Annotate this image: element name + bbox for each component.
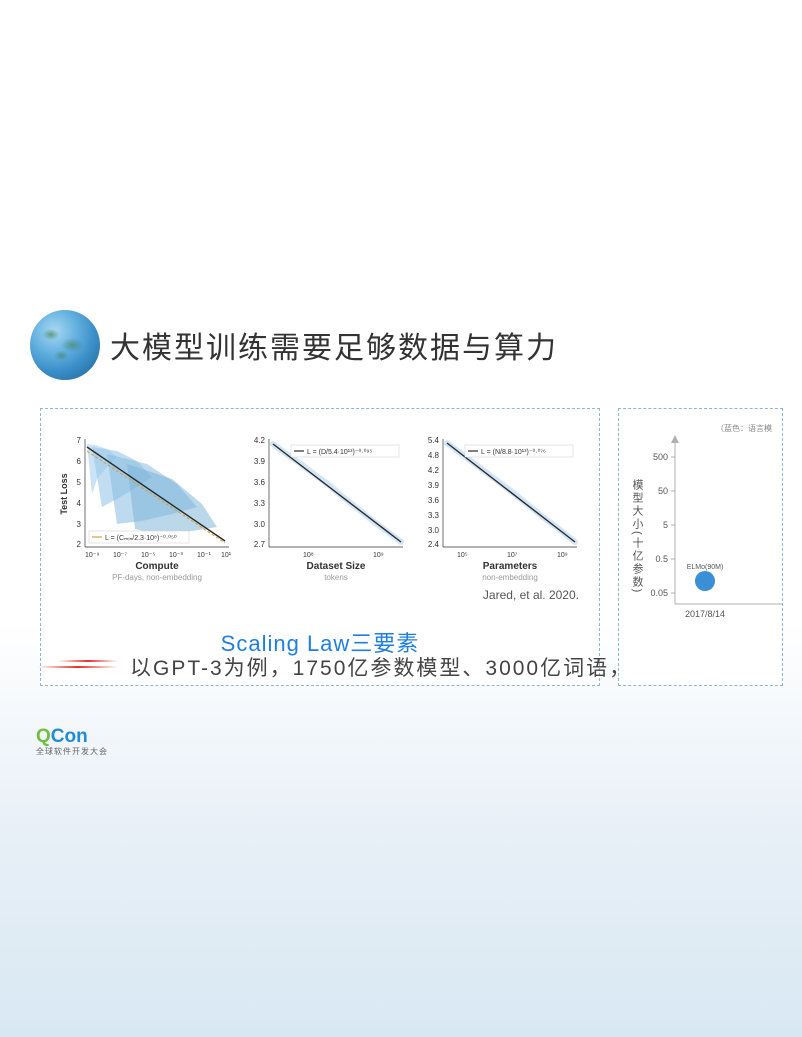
svg-text:Compute: Compute: [135, 561, 179, 572]
svg-text:2.7: 2.7: [254, 540, 266, 549]
bottom-summary-text: 以GPT-3为例，1750亿参数模型、3000亿词语，: [130, 652, 632, 682]
svg-text:3.3: 3.3: [428, 511, 440, 520]
compute-chart: 7 6 5 4 3 2 Test Loss: [57, 429, 235, 584]
red-line-2: [38, 666, 118, 668]
svg-text:3.9: 3.9: [428, 481, 440, 490]
svg-text:4.2: 4.2: [254, 436, 266, 445]
svg-text:3.0: 3.0: [428, 526, 440, 535]
svg-text:Test Loss: Test Loss: [59, 473, 69, 514]
svg-text:10⁻¹: 10⁻¹: [197, 552, 211, 559]
svg-text:3: 3: [77, 520, 82, 529]
svg-text:Dataset Size: Dataset Size: [307, 561, 366, 572]
svg-text:10⁻⁵: 10⁻⁵: [141, 552, 155, 559]
svg-text:10⁵: 10⁵: [457, 552, 468, 559]
right-legend-text: （蓝色：语言模: [716, 423, 772, 434]
svg-text:4: 4: [77, 499, 82, 508]
svg-text:4.8: 4.8: [428, 451, 440, 460]
svg-text:ELMo(90M): ELMo(90M): [687, 564, 724, 571]
red-line-1: [58, 660, 118, 662]
charts-row: 7 6 5 4 3 2 Test Loss: [55, 429, 585, 584]
slide-content: 大模型训练需要足够数据与算力 7 6 5 4 3 2 Test Loss: [0, 310, 802, 686]
logo-q-letter: Q: [36, 726, 51, 747]
svg-text:3.6: 3.6: [428, 496, 440, 505]
dataset-formula: L = (D/5.4·10¹³)⁻⁰·⁰⁹⁵: [307, 448, 372, 456]
citation-text: Jared, et al. 2020.: [55, 588, 579, 602]
right-ylabel: 模型大小(十亿参数): [629, 479, 645, 594]
svg-text:5: 5: [663, 520, 668, 530]
model-size-panel: （蓝色：语言模 模型大小(十亿参数) 500 50 5 0.5 0.05: [618, 408, 783, 686]
svg-text:5.4: 5.4: [428, 436, 440, 445]
logo-subtitle: 全球软件开发大会: [36, 746, 108, 757]
model-size-chart: （蓝色：语言模 模型大小(十亿参数) 500 50 5 0.5 0.05: [633, 429, 768, 629]
svg-text:5: 5: [77, 478, 82, 487]
svg-text:3.9: 3.9: [254, 457, 266, 466]
globe-icon: [30, 310, 100, 380]
svg-text:500: 500: [653, 452, 668, 462]
svg-text:PF-days, non-embedding: PF-days, non-embedding: [112, 573, 202, 582]
svg-text:10⁻³: 10⁻³: [169, 552, 183, 559]
svg-text:6: 6: [77, 457, 82, 466]
slide-title: 大模型训练需要足够数据与算力: [110, 323, 558, 367]
svg-text:50: 50: [658, 486, 668, 496]
parameters-chart: 5.4 4.8 4.2 3.9 3.6 3.3 3.0 2.4 L = (N/8…: [417, 429, 583, 584]
svg-text:10⁹: 10⁹: [557, 552, 568, 559]
svg-text:2: 2: [77, 540, 82, 549]
svg-text:2.4: 2.4: [428, 540, 440, 549]
svg-text:10⁹: 10⁹: [373, 552, 384, 559]
logo-con-letters: Con: [51, 726, 88, 747]
scaling-law-panel: 7 6 5 4 3 2 Test Loss: [40, 408, 600, 686]
qcon-logo: QCon 全球软件开发大会: [36, 726, 108, 757]
svg-text:7: 7: [77, 436, 82, 445]
svg-text:Parameters: Parameters: [483, 561, 538, 572]
svg-text:2017/8/14: 2017/8/14: [685, 609, 725, 619]
svg-text:0.05: 0.05: [650, 588, 668, 598]
svg-text:4.2: 4.2: [428, 466, 440, 475]
params-formula: L = (N/8.8·10¹³)⁻⁰·⁰⁷⁶: [481, 448, 546, 456]
svg-text:3.0: 3.0: [254, 520, 266, 529]
svg-text:10⁻⁹: 10⁻⁹: [85, 552, 99, 559]
dataset-chart: 4.2 3.9 3.6 3.3 3.0 2.7 L = (D/5.4·10¹³)…: [243, 429, 409, 584]
panels-container: 7 6 5 4 3 2 Test Loss: [40, 408, 802, 686]
title-row: 大模型训练需要足够数据与算力: [30, 310, 802, 380]
svg-text:tokens: tokens: [324, 573, 348, 582]
svg-text:10¹: 10¹: [221, 552, 232, 559]
compute-formula: L = (Cₘᵢₙ/2.3·10⁸)⁻⁰·⁰⁵⁰: [105, 534, 177, 542]
red-accent-lines: [38, 660, 118, 672]
svg-text:3.6: 3.6: [254, 478, 266, 487]
svg-text:10⁻⁷: 10⁻⁷: [113, 552, 127, 559]
svg-text:0.5: 0.5: [655, 554, 668, 564]
svg-text:3.3: 3.3: [254, 499, 266, 508]
svg-text:10⁷: 10⁷: [507, 552, 518, 559]
svg-text:non-embedding: non-embedding: [482, 573, 538, 582]
svg-text:10⁸: 10⁸: [303, 552, 314, 559]
